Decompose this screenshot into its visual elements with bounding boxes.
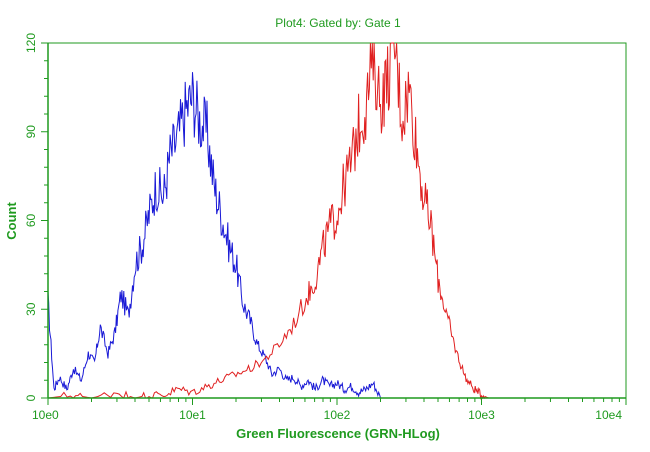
y-tick-label: 0 bbox=[24, 394, 38, 401]
x-tick-label: 10e3 bbox=[468, 408, 495, 422]
plot-area-frame bbox=[47, 42, 627, 399]
chart-title: Plot4: Gated by: Gate 1 bbox=[275, 16, 401, 30]
y-axis-label: Count bbox=[4, 202, 19, 240]
x-axis-ticks: 10e0 10e1 10e2 10e3 10e4 bbox=[32, 398, 627, 422]
y-tick-label: 30 bbox=[24, 302, 38, 316]
series-line-2 bbox=[47, 42, 496, 400]
x-tick-label: 10e1 bbox=[179, 408, 206, 422]
series-line-1 bbox=[47, 72, 381, 399]
x-axis-label: Green Fluorescence (GRN-HLog) bbox=[236, 426, 440, 441]
y-axis-ticks: 0 30 60 90 120 bbox=[24, 33, 48, 401]
x-tick-label: 10e0 bbox=[32, 408, 59, 422]
y-tick-label: 90 bbox=[24, 125, 38, 139]
x-tick-label: 10e4 bbox=[595, 408, 622, 422]
x-tick-label: 10e2 bbox=[324, 408, 351, 422]
series-layer bbox=[47, 42, 496, 400]
y-tick-label: 60 bbox=[24, 214, 38, 228]
y-tick-label: 120 bbox=[24, 33, 38, 53]
